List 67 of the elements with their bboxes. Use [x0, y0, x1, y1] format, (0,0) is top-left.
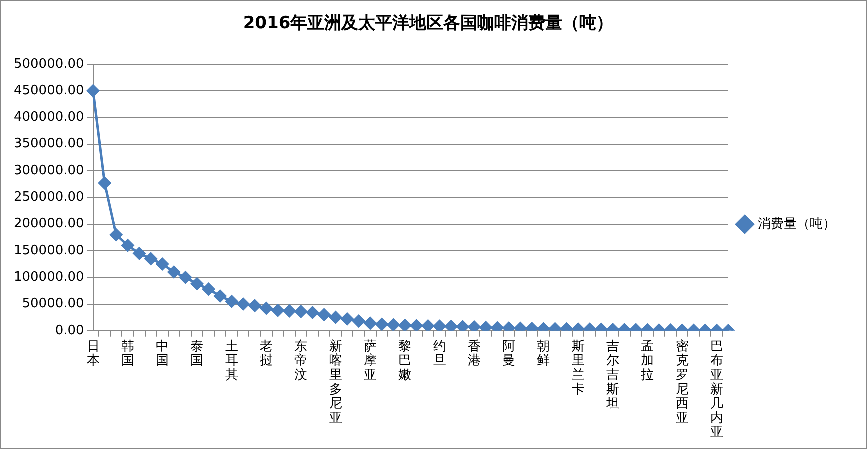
- point: [168, 266, 180, 279]
- x-tick-label: 东帝汶: [294, 339, 308, 384]
- point: [387, 318, 400, 331]
- point: [352, 315, 366, 328]
- x-tick-label: 新喀里多尼亚: [329, 339, 342, 426]
- point: [226, 295, 238, 308]
- point: [133, 247, 146, 260]
- point: [456, 320, 470, 331]
- x-tick-label: 孟加拉: [641, 339, 654, 384]
- point: [445, 320, 458, 331]
- point: [98, 177, 112, 190]
- point: [179, 271, 192, 284]
- x-tick-label: 阿曼: [502, 339, 516, 369]
- x-tick-label: 吉尔吉斯坦: [606, 339, 620, 412]
- point: [306, 306, 319, 320]
- x-tick-label: 老挝: [260, 339, 274, 369]
- point: [122, 239, 134, 252]
- point: [398, 319, 412, 331]
- x-tick-label: 约旦: [433, 339, 446, 369]
- point: [410, 320, 423, 331]
- y-tick-label: 350000.00: [14, 136, 84, 152]
- point: [144, 252, 158, 266]
- point: [422, 320, 434, 331]
- point: [434, 320, 446, 331]
- point: [364, 317, 377, 330]
- x-tick-label: 巴布亚新几内亚: [710, 339, 724, 440]
- point: [248, 300, 262, 312]
- legend-label: 消费量（吨）: [758, 216, 836, 232]
- point: [260, 302, 273, 315]
- x-tick-label: 日本: [86, 339, 100, 369]
- chart-title: 2016年亚洲及太平洋地区各国咖啡消费量（吨）: [243, 14, 614, 34]
- y-tick-label: 250000.00: [14, 190, 84, 206]
- point: [272, 304, 284, 317]
- y-tick-label: 150000.00: [14, 243, 84, 258]
- y-tick-label: 300000.00: [14, 163, 84, 178]
- point: [480, 321, 492, 331]
- x-tick-label: 土耳其: [225, 339, 238, 384]
- y-tick-label: 400000.00: [14, 110, 84, 126]
- point: [237, 298, 250, 310]
- y-tick-label: 50000.00: [22, 296, 84, 312]
- y-tick-label: 450000.00: [14, 83, 84, 98]
- x-tick-label: 香港: [468, 339, 481, 369]
- y-tick-label: 500000.00: [14, 56, 84, 72]
- point: [341, 312, 354, 326]
- point: [156, 258, 169, 271]
- point: [110, 228, 123, 242]
- x-tick-label: 黎巴嫩: [398, 339, 412, 384]
- y-tick-label: 200000.00: [14, 216, 84, 232]
- point: [330, 311, 342, 324]
- point: [376, 318, 388, 331]
- x-tick-label: 朝鲜: [537, 339, 550, 369]
- x-tick-label: 泰国: [190, 339, 204, 369]
- x-tick-label: 萨摩亚: [364, 339, 377, 384]
- point: [214, 290, 227, 303]
- x-tick-label: 中国: [156, 339, 170, 369]
- point: [468, 320, 481, 331]
- x-tick-label: 密克罗尼西亚: [676, 339, 689, 426]
- point: [283, 304, 296, 318]
- point: [202, 283, 216, 296]
- point: [294, 305, 308, 318]
- point: [318, 308, 331, 322]
- point: [491, 322, 504, 331]
- y-tick-label: 100000.00: [14, 270, 84, 285]
- point: [190, 278, 204, 290]
- x-tick-label: 斯里兰卡: [572, 339, 585, 398]
- x-tick-label: 韩国: [121, 339, 134, 369]
- y-tick-label: 0.00: [55, 323, 84, 338]
